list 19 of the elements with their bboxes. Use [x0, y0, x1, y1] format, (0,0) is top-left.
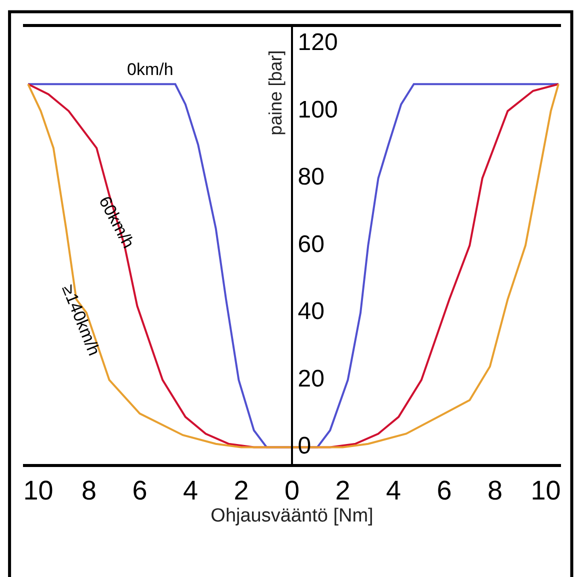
y-tick-label: 100: [298, 96, 338, 124]
x-tick-label: 6: [436, 475, 452, 506]
y-tick-label: 40: [298, 298, 325, 326]
y-axis-title: paine [bar]: [266, 50, 286, 136]
x-tick-label: 2: [234, 475, 249, 506]
y-tick-label: 20: [298, 365, 325, 392]
y-tick-label: 60: [298, 230, 325, 258]
x-tick-label: 10: [23, 475, 54, 506]
x-tick-label: 8: [488, 475, 503, 506]
x-tick-label: 4: [182, 475, 198, 506]
x-tick-label: 2: [335, 475, 350, 506]
y-tick-label: 80: [298, 164, 325, 191]
x-tick-label: 8: [81, 475, 96, 506]
x-tick-label: 6: [132, 475, 148, 506]
x-tick-label: 10: [530, 475, 561, 506]
series-label: 0km/h: [127, 60, 174, 79]
x-tick-label: 4: [386, 475, 402, 506]
x-axis-title: Ohjausvääntö [Nm]: [210, 505, 374, 526]
y-tick-label: 120: [298, 29, 338, 56]
